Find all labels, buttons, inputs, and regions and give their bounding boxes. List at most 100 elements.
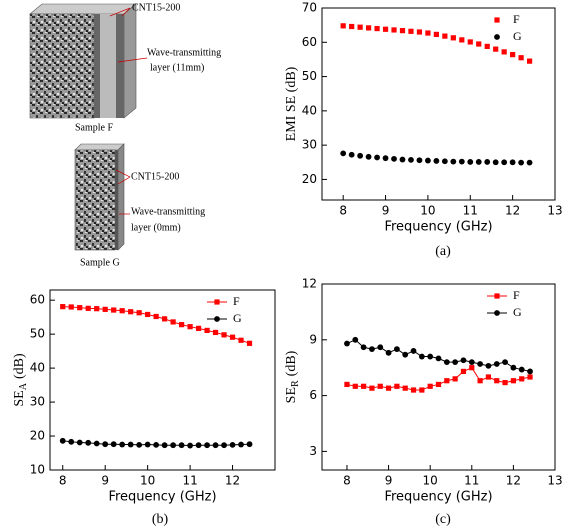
- marker: [501, 49, 507, 55]
- marker: [365, 153, 372, 160]
- marker: [357, 152, 364, 159]
- marker: [127, 441, 134, 448]
- marker: [501, 159, 508, 166]
- marker: [460, 368, 467, 375]
- marker: [494, 378, 500, 384]
- y-tick-label: 6: [309, 388, 317, 402]
- label: Wave-transmitting: [147, 47, 221, 58]
- marker: [382, 155, 389, 162]
- x-tick-label: 12: [225, 474, 240, 488]
- marker: [402, 351, 409, 358]
- y-axis-title-unit: (dB): [284, 350, 299, 376]
- y-tick-label: 12: [302, 277, 317, 291]
- legend-marker: [494, 293, 500, 299]
- slab-side: [117, 143, 125, 251]
- leader: [121, 7, 131, 17]
- marker: [452, 359, 459, 366]
- marker: [450, 158, 457, 165]
- y-axis-title-sub: A: [18, 382, 29, 390]
- marker: [435, 381, 442, 388]
- marker: [204, 327, 210, 334]
- marker: [374, 25, 380, 32]
- marker: [519, 376, 525, 382]
- marker: [425, 157, 431, 164]
- marker: [94, 306, 100, 312]
- marker: [238, 337, 244, 343]
- marker: [385, 385, 392, 391]
- marker: [60, 304, 66, 310]
- panel-label: (c): [435, 512, 451, 527]
- marker: [340, 150, 347, 157]
- marker: [68, 304, 74, 310]
- marker: [352, 383, 358, 389]
- slab-face: [29, 13, 95, 119]
- y-tick-label: 60: [302, 35, 317, 49]
- marker: [518, 366, 525, 373]
- marker: [502, 379, 508, 386]
- marker: [493, 46, 499, 52]
- marker: [391, 155, 397, 162]
- marker: [518, 159, 525, 166]
- marker: [377, 383, 383, 389]
- marker: [402, 385, 408, 391]
- marker: [344, 381, 350, 388]
- marker: [441, 158, 448, 165]
- marker: [468, 359, 475, 366]
- marker: [85, 439, 92, 446]
- x-tick-label: 11: [464, 474, 479, 488]
- marker: [179, 322, 185, 328]
- marker: [195, 442, 202, 449]
- cnt-layer: [94, 14, 100, 118]
- marker: [518, 55, 524, 61]
- label: layer (11mm): [150, 62, 204, 73]
- marker: [153, 313, 159, 320]
- leader: [109, 7, 131, 17]
- slab-top: [29, 3, 137, 15]
- x-tick-label: 8: [339, 204, 347, 218]
- wave-layer: [100, 14, 116, 118]
- legend-marker: [214, 299, 220, 305]
- marker: [229, 441, 236, 448]
- legend-label: F: [233, 294, 240, 308]
- y-tick-label: 10: [30, 463, 45, 477]
- marker: [418, 353, 425, 360]
- marker: [477, 378, 483, 384]
- legend-marker: [494, 34, 500, 40]
- marker: [246, 340, 253, 346]
- marker: [93, 440, 100, 447]
- marker: [394, 383, 400, 389]
- label: Sample G: [80, 257, 120, 268]
- x-axis-title: Frequency (GHz): [384, 490, 492, 505]
- marker: [221, 442, 227, 449]
- marker: [136, 441, 143, 448]
- marker: [443, 359, 450, 366]
- slab-top: [74, 143, 125, 151]
- marker: [170, 442, 177, 449]
- marker: [128, 309, 134, 315]
- marker: [410, 348, 417, 354]
- marker: [510, 378, 516, 384]
- marker: [510, 52, 516, 58]
- y-tick-label: 70: [302, 1, 317, 15]
- marker: [212, 442, 219, 449]
- marker: [467, 39, 473, 45]
- y-axis-title-sub: R: [290, 380, 301, 387]
- marker: [119, 308, 125, 314]
- marker: [410, 387, 417, 393]
- marker: [469, 365, 475, 371]
- marker: [467, 159, 474, 165]
- marker: [435, 355, 442, 362]
- marker: [442, 33, 448, 39]
- x-tick-label: 9: [382, 204, 390, 218]
- marker: [187, 442, 193, 449]
- marker: [526, 159, 533, 166]
- marker: [340, 23, 346, 29]
- x-tick-label: 13: [547, 474, 562, 488]
- y-tick-label: 50: [302, 69, 317, 83]
- marker: [484, 43, 490, 49]
- marker: [102, 306, 108, 312]
- marker: [527, 368, 533, 375]
- x-tick-label: 11: [182, 474, 197, 488]
- marker: [393, 346, 400, 352]
